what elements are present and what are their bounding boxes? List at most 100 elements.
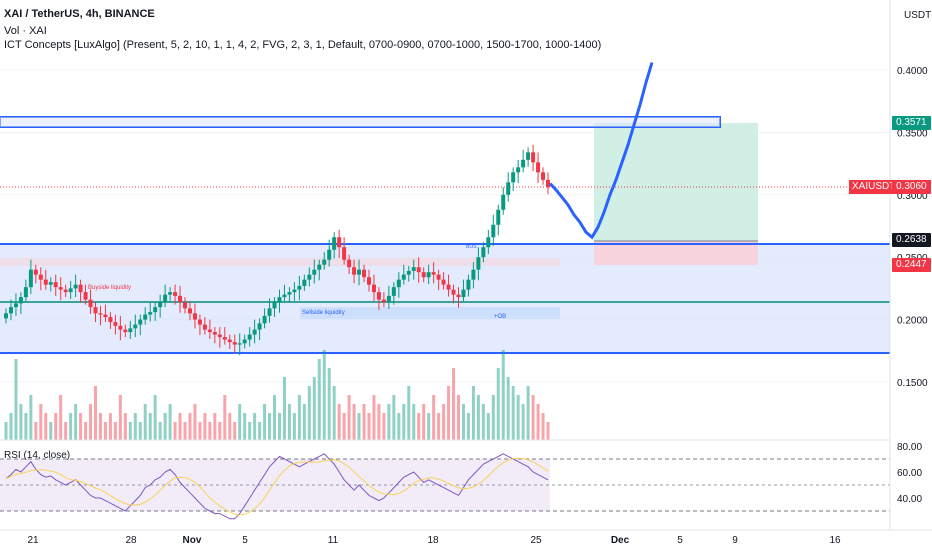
volume-bar [516, 395, 520, 440]
rsi-axis[interactable]: 80.00 60.00 40.00 [897, 442, 922, 505]
candle-body [366, 277, 371, 285]
candle-body [486, 237, 491, 248]
rsi-tick: 40.00 [897, 494, 922, 505]
candle-body [13, 303, 18, 308]
volume-bar [79, 413, 83, 440]
candle-body [178, 295, 183, 303]
volume-bar [347, 395, 351, 440]
volume-bar [133, 413, 137, 440]
candle-body [197, 319, 202, 325]
indicator-legend[interactable]: ICT Concepts [LuxAlgo] (Present, 5, 2, 1… [4, 39, 602, 51]
candle-body [441, 279, 446, 285]
sellside-label: Sellside liquidity [302, 310, 345, 316]
volume-bar [521, 404, 525, 440]
time-axis[interactable]: 21 28 Nov 5 11 18 25 Dec 5 9 16 [27, 535, 841, 546]
bos-label: BOS [466, 244, 477, 250]
volume-bar [352, 404, 356, 440]
volume-bar [466, 413, 470, 440]
candle-body [18, 297, 23, 304]
candle-body [98, 313, 103, 315]
candle-body [476, 257, 481, 270]
volume-bar [322, 350, 326, 440]
time-tick: 21 [27, 535, 39, 546]
rsi-legend[interactable]: RSI (14, close) [4, 450, 71, 461]
candle-body [192, 313, 197, 320]
candle-body [386, 295, 391, 303]
candle-body [461, 289, 466, 298]
volume-bar [228, 413, 232, 440]
volume-bar [233, 422, 237, 440]
volume-bars [4, 350, 550, 440]
volume-bar [9, 413, 13, 440]
time-tick: 28 [125, 535, 137, 546]
candle-body [481, 247, 486, 258]
candle-body [541, 172, 546, 180]
volume-bar [34, 422, 38, 440]
volume-bar [128, 422, 132, 440]
candle-body [53, 282, 58, 288]
stop-badge: 0.2447 [892, 258, 931, 272]
candle-body [103, 314, 108, 318]
volume-bar [183, 422, 187, 440]
volume-bar [173, 422, 177, 440]
volume-legend[interactable]: Vol · XAI [4, 25, 47, 37]
volume-bar [491, 395, 495, 440]
candle-body [327, 249, 332, 260]
volume-bar [526, 386, 530, 440]
volume-bar [461, 404, 465, 440]
time-tick: 18 [427, 535, 439, 546]
candle-body [347, 259, 352, 268]
volume-bar [218, 422, 222, 440]
volume-bar [432, 395, 436, 440]
candle-body [267, 308, 272, 316]
volume-bar [243, 413, 247, 440]
candle-body [43, 279, 48, 285]
volume-bar [98, 413, 102, 440]
rsi-tick: 80.00 [897, 442, 922, 453]
volume-bar [541, 413, 545, 440]
candle-body [202, 324, 207, 330]
volume-bar [437, 413, 441, 440]
candle-body [143, 314, 148, 320]
candle-body [272, 302, 277, 309]
volume-bar [317, 359, 321, 440]
candle-body [342, 247, 347, 260]
candle-body [451, 289, 456, 295]
currency-label: USDT [904, 10, 932, 21]
symbol-title[interactable]: XAI / TetherUS, 4h, BINANCE [4, 8, 155, 21]
candle-body [58, 287, 63, 290]
volume-bar [481, 404, 485, 440]
volume-bar [198, 422, 202, 440]
rsi-ma-line [5, 457, 549, 516]
volume-bar [387, 404, 391, 440]
volume-bar [263, 404, 267, 440]
candle-body [4, 313, 8, 319]
volume-bar [19, 404, 23, 440]
candle-body [362, 269, 367, 278]
mid-line-badge: 0.2638 [892, 233, 931, 247]
volume-bar [327, 368, 331, 440]
volume-bar [103, 422, 107, 440]
volume-bar [268, 413, 272, 440]
volume-bar [29, 395, 33, 440]
volume-bar [337, 404, 341, 440]
volume-bar [397, 413, 401, 440]
candle-body [411, 267, 416, 271]
volume-bar [163, 413, 167, 440]
candle-body [247, 334, 252, 340]
candle-body [133, 324, 138, 329]
symbol-text: XAI / TetherUS, 4h, BINANCE [4, 8, 155, 20]
volume-bar [94, 386, 98, 440]
volume-bar [14, 359, 18, 440]
volume-bar [546, 422, 550, 440]
candle-body [521, 159, 526, 168]
volume-bar [84, 422, 88, 440]
candle-body [391, 287, 396, 296]
volume-bar [238, 404, 242, 440]
candle-body [88, 299, 93, 308]
candle-body [28, 269, 33, 288]
candle-body [262, 315, 267, 324]
volume-bar [382, 413, 386, 440]
